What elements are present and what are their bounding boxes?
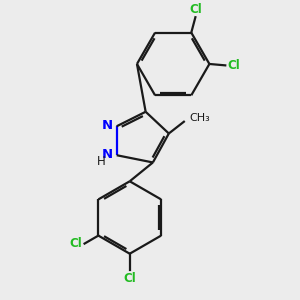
Text: H: H xyxy=(97,155,106,168)
Text: CH₃: CH₃ xyxy=(189,112,210,123)
Text: N: N xyxy=(102,148,113,161)
Text: N: N xyxy=(102,118,113,132)
Text: Cl: Cl xyxy=(189,3,202,16)
Text: Cl: Cl xyxy=(228,59,240,72)
Text: Cl: Cl xyxy=(123,272,136,285)
Text: Cl: Cl xyxy=(70,237,82,250)
